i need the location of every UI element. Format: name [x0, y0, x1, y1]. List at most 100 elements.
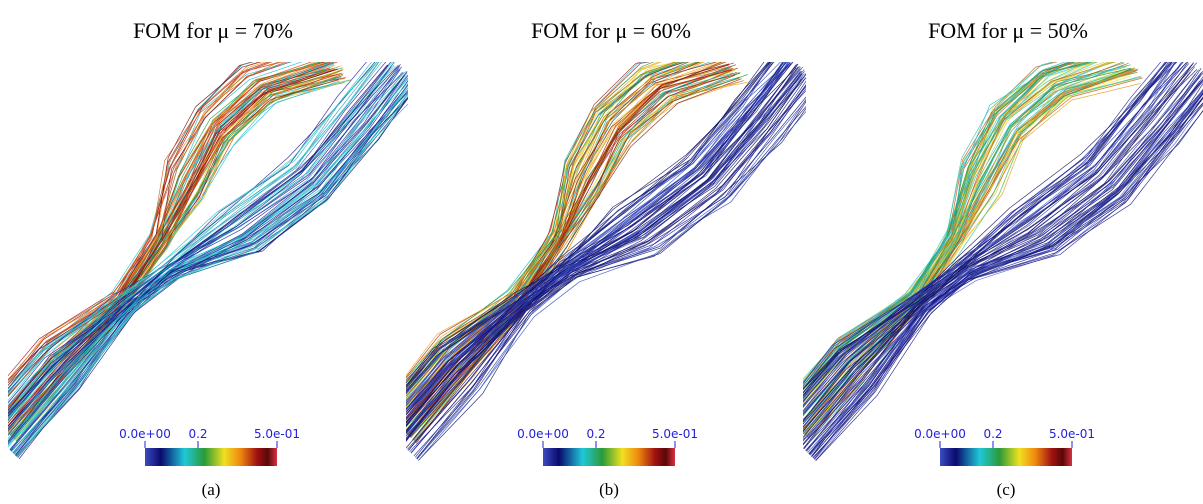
streamline — [16, 93, 408, 458]
streamline — [406, 62, 655, 380]
panel-title: FOM for μ = 70% — [133, 18, 293, 43]
streamline — [8, 62, 321, 411]
streamline — [406, 63, 789, 421]
streamline — [803, 66, 1126, 423]
streamline — [803, 62, 1054, 380]
streamline — [407, 88, 806, 450]
streamline — [414, 82, 748, 442]
streamlines — [803, 62, 1203, 461]
streamline — [803, 62, 1182, 414]
streamline — [8, 64, 388, 411]
streamline — [803, 62, 1173, 394]
streamline — [8, 69, 399, 431]
streamline — [416, 107, 806, 459]
streamline — [8, 66, 340, 434]
streamline — [406, 70, 802, 434]
streamline — [406, 73, 806, 442]
streamline — [406, 62, 771, 384]
streamline — [406, 63, 792, 424]
streamline — [803, 62, 1055, 383]
streamline — [814, 103, 1203, 460]
streamline — [406, 62, 651, 378]
streamline — [803, 62, 1176, 403]
streamline — [803, 62, 1173, 400]
streamline — [803, 71, 1191, 432]
streamline — [8, 62, 326, 409]
colorbar-tick-label: 5.0e-01 — [652, 427, 698, 441]
streamline — [803, 62, 1176, 402]
streamline — [418, 101, 806, 461]
streamline — [809, 75, 1142, 441]
streamline — [406, 62, 789, 406]
streamline — [803, 62, 1082, 394]
streamline — [406, 62, 765, 388]
streamline — [803, 67, 1191, 421]
streamline — [803, 70, 1137, 432]
streamline — [803, 62, 1177, 403]
streamline — [810, 88, 1203, 456]
streamline — [803, 62, 1169, 397]
panel-caption: (a) — [202, 480, 221, 499]
streamline — [406, 62, 774, 386]
streamline — [811, 93, 1203, 458]
streamline — [406, 62, 791, 410]
streamline — [803, 80, 1203, 445]
streamline — [416, 99, 806, 459]
streamline — [803, 80, 1200, 450]
streamline — [8, 62, 383, 402]
streamline — [8, 62, 263, 381]
panel: FOM for μ = 70% 0.0e+00 0.2 5.0e-01 (a) — [8, 18, 408, 499]
streamline — [815, 102, 1203, 461]
streamline — [803, 62, 1066, 383]
streamline — [406, 78, 802, 449]
streamline — [415, 96, 806, 458]
streamline — [8, 64, 389, 415]
streamline — [803, 67, 1135, 431]
streamline — [8, 62, 323, 413]
streamline — [803, 62, 1187, 415]
colorbar-tick-label: 0.0e+00 — [517, 427, 569, 441]
streamline — [8, 74, 408, 442]
streamlines — [406, 62, 806, 461]
streamline — [408, 84, 806, 451]
streamline — [406, 62, 662, 379]
streamline — [803, 82, 1201, 449]
panel-title: FOM for μ = 60% — [531, 18, 691, 43]
streamline — [413, 84, 806, 457]
colorbar-tick-label: 0.2 — [586, 427, 605, 441]
streamline — [406, 69, 805, 437]
colorbar — [145, 448, 277, 466]
streamline — [16, 97, 408, 457]
streamline — [8, 64, 336, 431]
colorbar — [940, 448, 1072, 466]
colorbar-tick-label: 0.0e+00 — [119, 427, 171, 441]
streamline — [406, 62, 685, 387]
streamline — [10, 77, 346, 437]
streamline — [406, 69, 733, 432]
panel-title: FOM for μ = 50% — [928, 18, 1088, 43]
colorbar-tick-label: 0.2 — [188, 427, 207, 441]
streamline — [406, 62, 699, 406]
streamline — [406, 62, 789, 401]
streamline — [803, 62, 1166, 391]
streamline — [406, 62, 661, 376]
streamline — [8, 65, 342, 434]
streamline — [8, 76, 408, 444]
streamline — [406, 62, 773, 395]
streamline — [11, 84, 408, 452]
streamline — [803, 62, 1162, 385]
streamline — [803, 62, 1167, 390]
streamline — [406, 62, 772, 390]
colorbar-tick-label: 0.0e+00 — [914, 427, 966, 441]
streamline — [803, 62, 1172, 398]
streamline — [808, 92, 1203, 455]
streamline — [409, 80, 806, 452]
streamline — [416, 98, 806, 460]
colorbar-tick-label: 5.0e-01 — [254, 427, 300, 441]
streamline — [406, 65, 800, 433]
streamline — [406, 62, 794, 416]
streamline — [809, 93, 1203, 456]
streamline — [14, 73, 344, 441]
streamline — [807, 77, 1143, 439]
